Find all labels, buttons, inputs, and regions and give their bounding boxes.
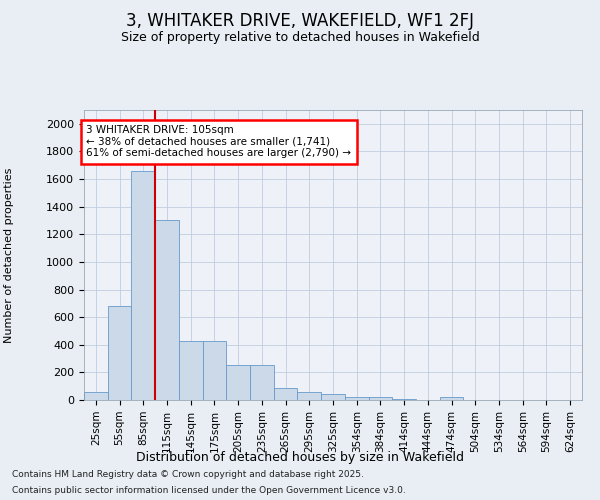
Bar [155,220,179,400]
Text: 3 WHITAKER DRIVE: 105sqm
← 38% of detached houses are smaller (1,741)
61% of sem: 3 WHITAKER DRIVE: 105sqm ← 38% of detach… [86,125,352,158]
Bar [274,388,298,400]
Bar [108,306,131,400]
Bar [368,397,392,400]
Bar [84,392,108,400]
Bar [179,340,203,400]
Bar [226,366,250,400]
Text: Size of property relative to detached houses in Wakefield: Size of property relative to detached ho… [121,31,479,44]
Text: Contains HM Land Registry data © Crown copyright and database right 2025.: Contains HM Land Registry data © Crown c… [12,470,364,479]
Text: Contains public sector information licensed under the Open Government Licence v3: Contains public sector information licen… [12,486,406,495]
Bar [392,398,416,400]
Bar [131,171,155,400]
Text: 3, WHITAKER DRIVE, WAKEFIELD, WF1 2FJ: 3, WHITAKER DRIVE, WAKEFIELD, WF1 2FJ [126,12,474,30]
Bar [321,394,345,400]
Bar [440,397,463,400]
Text: Number of detached properties: Number of detached properties [4,168,14,342]
Bar [298,392,321,400]
Bar [345,396,368,400]
Text: Distribution of detached houses by size in Wakefield: Distribution of detached houses by size … [136,451,464,464]
Bar [250,366,274,400]
Bar [203,340,226,400]
